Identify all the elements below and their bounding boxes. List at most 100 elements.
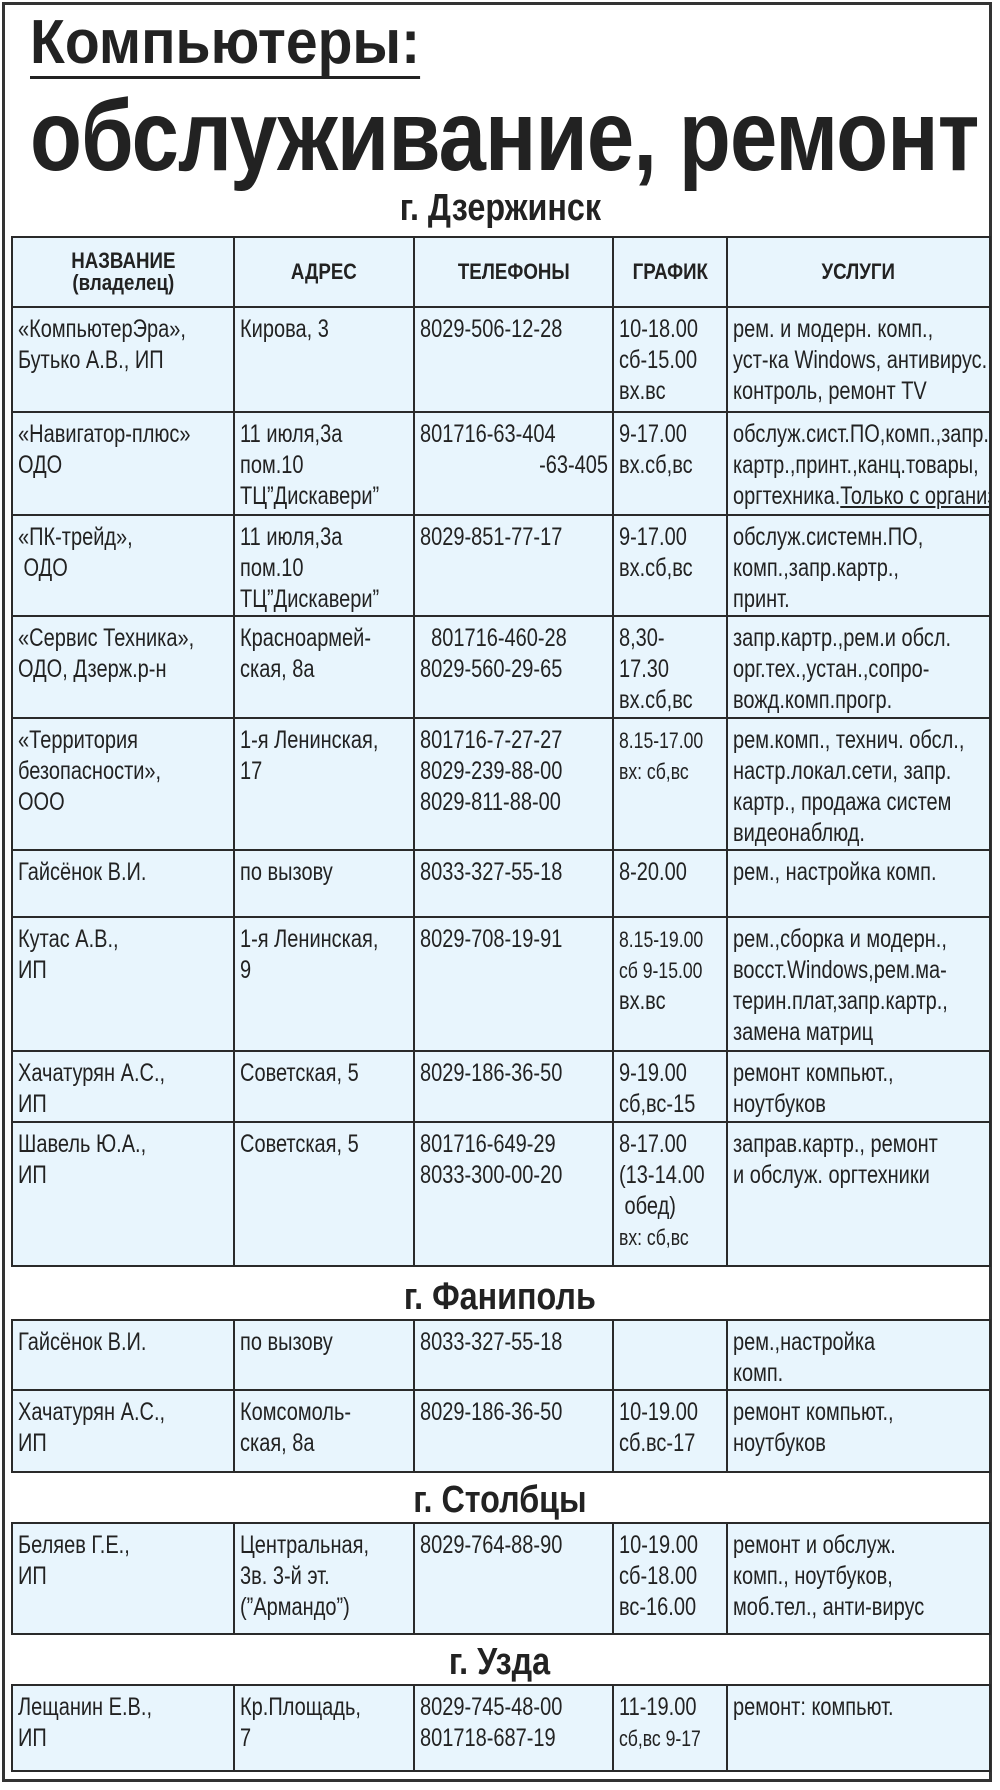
schedule-text: 8.15-17.00	[619, 728, 704, 753]
cell-phones: 801716-7-27-27 8029-239-88-00 8029-811-88-…	[413, 717, 614, 851]
column-header-schedule: ГРАФИК	[612, 236, 728, 308]
name-text: ИП	[18, 1161, 47, 1189]
cell-phones: 8029-708-19-91	[413, 916, 614, 1052]
services-text: запр.картр.,рем.и обсл.	[733, 624, 952, 652]
cell-name: Хачатурян А.С., ИП	[11, 1389, 235, 1473]
schedule-text: 10-19.00	[619, 1531, 698, 1559]
phones-text: 8033-327-55-18	[420, 858, 563, 886]
schedule-text: 8-17.00	[619, 1130, 687, 1158]
services-text: рем. и модерн. комп.,	[733, 315, 934, 343]
address-text: 1-я Ленинская,	[240, 726, 379, 754]
schedule-line: 10-19.00	[619, 1397, 722, 1428]
cell-name: Кутас А.В., ИП	[11, 916, 235, 1052]
address-text: Советская, 5	[240, 1130, 359, 1158]
name-text: «Навигатор-плюс»	[18, 420, 191, 448]
services-line: заправ.картр., ремонт	[733, 1129, 985, 1160]
services-text: замена матриц	[733, 1018, 874, 1046]
schedule-line: вх: сб,вс	[619, 756, 722, 787]
cell-name: Беляев Г.Е., ИП	[11, 1522, 235, 1635]
city-table: Гайсёнок В.И. по вызову 8033-327-55-18 рем.…	[11, 1319, 991, 1473]
column-header-label: НАЗВАНИЕ (владелец)	[70, 247, 176, 295]
services-text: картр., продажа систем	[733, 788, 952, 816]
name-line: ИП	[18, 1089, 229, 1120]
phones-line: 801716-7-27-27	[420, 725, 608, 756]
schedule-text: вх.вс	[619, 377, 666, 405]
phones-line: 801716-460-28	[420, 623, 608, 654]
services-line: обслуж.сист.ПО,комп.,запр.	[733, 419, 988, 450]
phones-text: 8033-327-55-18	[420, 1328, 563, 1356]
address-line: по вызову	[240, 857, 409, 888]
name-text: ИП	[18, 1090, 47, 1118]
schedule-line: сб.вс-17	[619, 1428, 722, 1459]
schedule-text: сб,вс-15	[619, 1090, 696, 1118]
cell-address: 11 июля,3а пом.10 ТЦ”Дискавери”	[233, 514, 415, 617]
address-line: 1-я Ленинская,	[240, 725, 409, 756]
phones-line: -63-405	[420, 450, 608, 481]
name-text: ИП	[18, 1562, 47, 1590]
address-text: ская, 8а	[240, 655, 315, 683]
services-line: оргтехника.Только с организ.	[733, 481, 988, 512]
name-text: ИП	[18, 1429, 47, 1457]
services-line: рем.комп., технич. обсл.,	[733, 725, 985, 756]
services-text: картр.,принт.,канц.товары,	[733, 451, 979, 479]
services-line: настр.локал.сети, запр.	[733, 756, 985, 787]
services-text: комп., ноутбуков,	[733, 1562, 893, 1590]
services-line: обслуж.системн.ПО,	[733, 522, 985, 553]
address-line: пом.10	[240, 553, 409, 584]
name-text: ОДО	[18, 451, 63, 479]
services-text: настр.локал.сети, запр.	[733, 757, 952, 785]
schedule-text: сб-18.00	[619, 1562, 698, 1590]
name-line: Хачатурян А.С.,	[18, 1397, 229, 1428]
cell-address: по вызову	[233, 1319, 415, 1391]
services-text: оргтехника.	[733, 482, 841, 510]
name-line: ОДО	[18, 553, 229, 584]
schedule-line: 8.15-19.00	[619, 924, 722, 955]
cell-name: «Территория безопасности», ООО	[11, 717, 235, 851]
phones-line: 8029-560-29-65	[420, 654, 608, 685]
schedule-line: 8.15-17.00	[619, 725, 722, 756]
cell-phones: 8029-506-12-28	[413, 306, 614, 413]
cell-name: Шавель Ю.А., ИП	[11, 1121, 235, 1267]
city-name: г. Дзержинск	[399, 187, 601, 229]
schedule-text: 9-19.00	[619, 1059, 687, 1087]
services-text: орг.тех.,устан.,сопро-	[733, 655, 930, 683]
cell-address: 11 июля,3а пом.10 ТЦ”Дискавери”	[233, 411, 415, 516]
phones-text: 8029-811-88-00	[420, 788, 561, 816]
name-text: безопасности»,	[18, 757, 162, 785]
services-note: Только с организ.	[840, 482, 990, 510]
address-line: Советская, 5	[240, 1129, 409, 1160]
phones-line: 8029-506-12-28	[420, 314, 608, 345]
name-text: Гайсёнок В.И.	[18, 858, 147, 886]
schedule-text: 17.30	[619, 655, 670, 683]
schedule-line: 9-17.00	[619, 419, 722, 450]
table-row: «ПК-трейд», ОДО 11 июля,3а пом.10 ТЦ”Дискав…	[11, 514, 991, 617]
schedule-text: 9-17.00	[619, 523, 687, 551]
cell-schedule: 9-17.00 вх.сб,вс	[612, 514, 728, 617]
cell-name: «Навигатор-плюс» ОДО	[11, 411, 235, 516]
column-header-label: ТЕЛЕФОНЫ	[457, 258, 570, 284]
schedule-line: 10-19.00	[619, 1530, 722, 1561]
schedule-text: вх.вс	[619, 987, 666, 1015]
phones-line: 8033-327-55-18	[420, 1327, 608, 1358]
cell-schedule	[612, 1319, 728, 1391]
cell-schedule: 9-17.00 вх.сб,вс	[612, 411, 728, 516]
cell-schedule: 8-17.00 (13-14.00 обед) вх: сб,вс	[612, 1121, 728, 1267]
address-text: Красноармей-	[240, 624, 372, 652]
name-line: ИП	[18, 1428, 229, 1459]
schedule-text: вс-16.00	[619, 1593, 697, 1621]
phones-line: 8029-239-88-00	[420, 756, 608, 787]
services-line: ремонт и обслуж.	[733, 1530, 985, 1561]
name-text: Шавель Ю.А.,	[18, 1130, 147, 1158]
cell-services: рем. и модерн. комп., уст-ка Windows, ант…	[726, 306, 991, 413]
services-text: заправ.картр., ремонт	[733, 1130, 938, 1158]
schedule-line: вх.сб,вс	[619, 450, 722, 481]
services-text: рем.,настройка	[733, 1328, 876, 1356]
address-text: ТЦ”Дискавери”	[240, 482, 380, 510]
address-text: 3в. 3-й эт.	[240, 1562, 330, 1590]
phones-text: 8029-851-77-17	[420, 523, 563, 551]
city-heading: г. Узда	[0, 1642, 1000, 1682]
address-line: Советская, 5	[240, 1058, 409, 1089]
address-line: Центральная,	[240, 1530, 409, 1561]
services-line: ремонт: компьют.	[733, 1692, 985, 1723]
address-line: 17	[240, 756, 409, 787]
